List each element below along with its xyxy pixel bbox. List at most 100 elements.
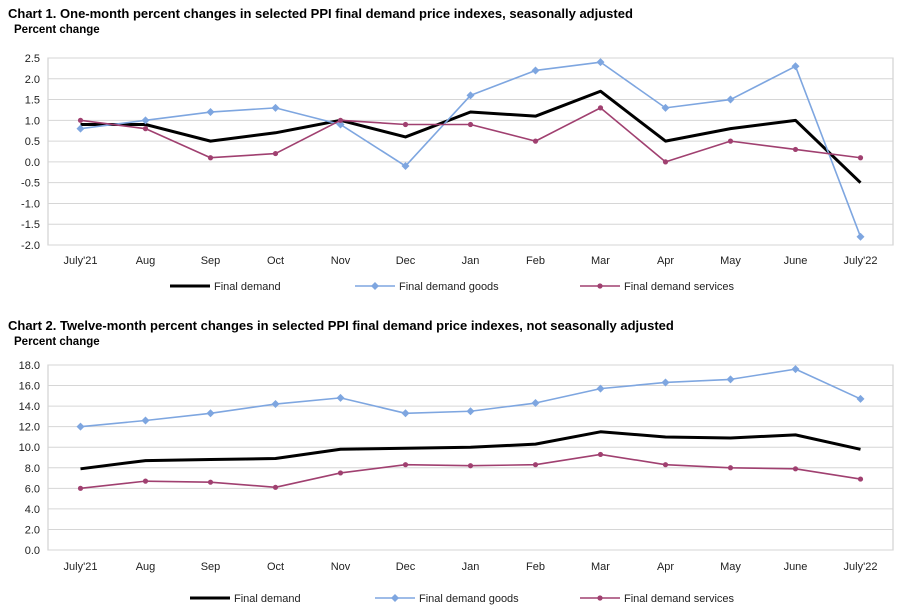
plot-area	[47, 364, 894, 551]
y-tick-label: 8.0	[25, 463, 40, 475]
x-tick-label: Mar	[591, 255, 610, 267]
data-point	[857, 155, 864, 161]
x-tick-label: Sep	[201, 255, 221, 267]
data-point	[272, 150, 279, 157]
data-point	[207, 155, 214, 161]
data-point	[141, 416, 150, 425]
chart-title: Chart 1. One-month percent changes in se…	[8, 6, 633, 21]
data-point	[336, 393, 345, 402]
data-point	[141, 116, 150, 125]
data-point	[77, 485, 84, 491]
data-point	[726, 95, 735, 104]
x-tick-label: July'21	[64, 561, 98, 573]
legend-label: Final demand services	[624, 593, 735, 605]
legend-marker	[371, 282, 379, 290]
data-point	[532, 462, 539, 468]
data-point	[531, 66, 540, 75]
x-tick-label: May	[720, 255, 741, 267]
data-point	[402, 462, 409, 468]
y-tick-label: -1.0	[21, 198, 40, 210]
x-tick-label: Apr	[657, 561, 674, 573]
y-tick-label: 1.0	[25, 115, 40, 127]
series-line	[80, 430, 861, 471]
chart-title: Chart 2. Twelve-month percent changes in…	[8, 318, 674, 333]
chart-1-plot: 2.5 2.0 1.5 1.0 0.5 0.0 -0.5 -1.0 -1.5 -2.0 July'2…	[21, 53, 894, 293]
data-point	[207, 479, 214, 485]
y-tick-label: 4.0	[25, 504, 40, 516]
x-tick-label: July'21	[64, 255, 98, 267]
legend-label: Final demand services	[624, 281, 735, 293]
data-point	[337, 470, 344, 476]
data-point	[271, 103, 280, 112]
data-point	[597, 451, 604, 458]
plot-area	[47, 57, 894, 246]
y-tick-label: 0.0	[25, 545, 40, 557]
x-tick-label: Jan	[462, 561, 480, 573]
data-point	[467, 121, 474, 128]
data-point	[272, 484, 279, 490]
legend-marker	[597, 595, 603, 601]
legend-label: Final demand	[234, 593, 301, 605]
legend-label: Final demand goods	[419, 593, 519, 605]
data-point	[597, 105, 604, 111]
data-point	[856, 394, 865, 403]
series-line	[80, 89, 862, 184]
y-tick-label: 2.0	[25, 524, 40, 536]
y-axis-label: Percent change	[14, 24, 100, 36]
x-tick-label: Dec	[396, 255, 416, 267]
data-point	[791, 62, 800, 71]
data-point	[401, 409, 410, 418]
x-tick-label: June	[784, 255, 808, 267]
data-point	[857, 476, 864, 482]
x-tick-label: July'22	[844, 561, 878, 573]
x-tick-label: Apr	[657, 255, 674, 267]
y-tick-label: 1.5	[25, 95, 40, 107]
y-tick-label: 0.5	[25, 136, 40, 148]
x-tick-label: Nov	[331, 255, 351, 267]
x-tick-label: Aug	[136, 255, 156, 267]
x-tick-label: Mar	[591, 561, 610, 573]
data-point	[76, 124, 85, 133]
legend-label: Final demand goods	[399, 281, 499, 293]
data-point	[142, 126, 149, 132]
x-tick-label: July'22	[844, 255, 878, 267]
x-tick-label: Feb	[526, 255, 545, 267]
data-point	[271, 400, 280, 409]
y-tick-label: 10.0	[19, 442, 40, 454]
y-tick-label: 18.0	[19, 360, 40, 372]
y-tick-label: 2.0	[25, 74, 40, 86]
y-tick-label: 6.0	[25, 483, 40, 495]
data-point	[466, 407, 475, 416]
y-axis-label: Percent change	[14, 336, 100, 348]
x-tick-label: Dec	[396, 561, 416, 573]
y-tick-label: -2.0	[21, 240, 40, 252]
legend-label: Final demand	[214, 281, 281, 293]
y-tick-label: 12.0	[19, 422, 40, 434]
data-point	[791, 365, 800, 374]
data-point	[662, 159, 669, 165]
y-tick-label: -0.5	[21, 178, 40, 190]
y-tick-label: 2.5	[25, 53, 40, 65]
data-point	[336, 120, 345, 129]
x-tick-label: Oct	[267, 255, 284, 267]
data-point	[662, 462, 669, 468]
x-tick-label: Jan	[462, 255, 480, 267]
data-point	[596, 384, 605, 393]
legend-marker	[391, 594, 399, 602]
chart-2-plot: 18.0 16.0 14.0 12.0 10.0 8.0 6.0 4.0 2.0 0.0 July'…	[19, 360, 894, 605]
x-tick-label: Oct	[267, 561, 284, 573]
y-tick-label: -1.5	[21, 219, 40, 231]
chart-1: Chart 1. One-month percent changes in se…	[0, 0, 911, 300]
x-tick-label: Feb	[526, 561, 545, 573]
data-point	[727, 465, 734, 471]
data-point	[76, 422, 85, 431]
x-tick-label: Sep	[201, 561, 221, 573]
data-point	[467, 463, 474, 469]
data-point	[142, 478, 149, 484]
data-point	[532, 138, 539, 144]
data-point	[792, 146, 799, 153]
data-point	[661, 103, 670, 112]
data-point	[402, 121, 409, 128]
data-point	[206, 409, 215, 418]
y-tick-label: 14.0	[19, 401, 40, 413]
